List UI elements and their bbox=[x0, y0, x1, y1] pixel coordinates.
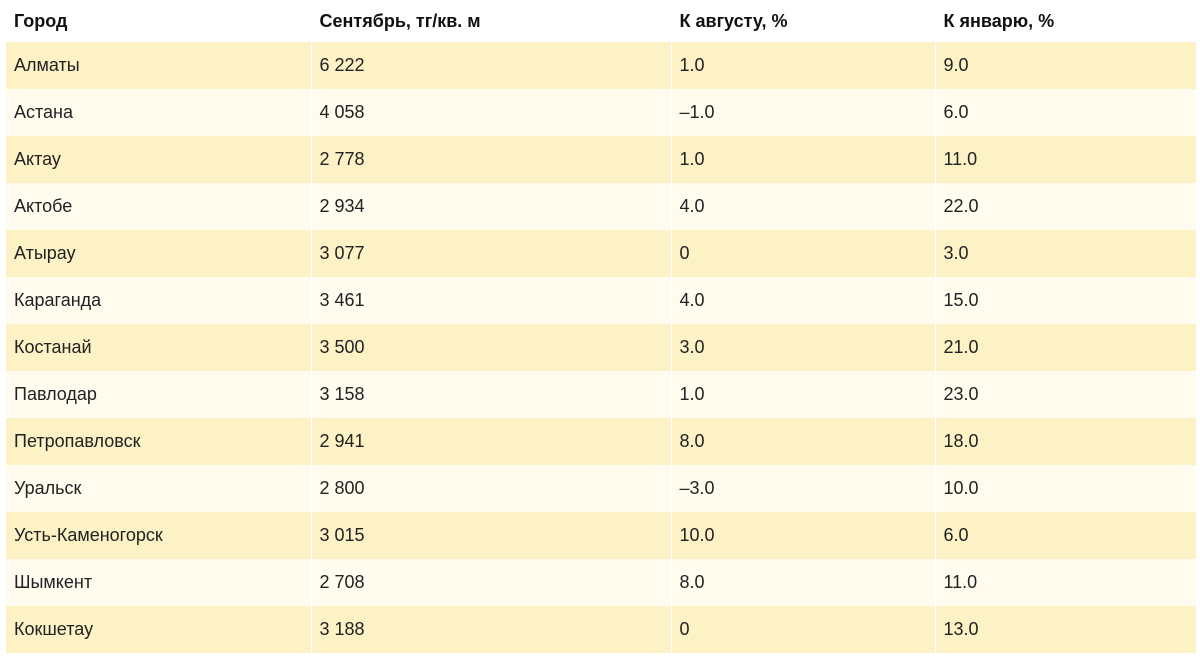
cell-to-august: 4.0 bbox=[671, 183, 936, 230]
table-row: Кокшетау 3 188 0 13.0 bbox=[6, 606, 1197, 653]
cell-to-august: 1.0 bbox=[671, 136, 936, 183]
cell-to-august: 0 bbox=[671, 230, 936, 277]
cell-city: Павлодар bbox=[6, 371, 312, 418]
cell-price: 6 222 bbox=[311, 42, 672, 89]
cell-to-august: –3.0 bbox=[671, 465, 936, 512]
table-row: Петропавловск 2 941 8.0 18.0 bbox=[6, 418, 1197, 465]
cell-price: 3 500 bbox=[311, 324, 672, 371]
cell-to-august: 10.0 bbox=[671, 512, 936, 559]
cell-to-january: 6.0 bbox=[935, 89, 1197, 136]
cell-price: 3 077 bbox=[311, 230, 672, 277]
cell-to-august: 1.0 bbox=[671, 42, 936, 89]
cell-to-august: 3.0 bbox=[671, 324, 936, 371]
cell-to-august: 8.0 bbox=[671, 418, 936, 465]
cell-to-january: 21.0 bbox=[935, 324, 1197, 371]
column-header-to-august: К августу, % bbox=[671, 0, 936, 42]
table-row: Атырау 3 077 0 3.0 bbox=[6, 230, 1197, 277]
cell-to-august: 4.0 bbox=[671, 277, 936, 324]
table-row: Уральск 2 800 –3.0 10.0 bbox=[6, 465, 1197, 512]
cell-city: Уральск bbox=[6, 465, 312, 512]
column-header-city: Город bbox=[6, 0, 312, 42]
cell-price: 2 708 bbox=[311, 559, 672, 606]
cell-to-january: 11.0 bbox=[935, 136, 1197, 183]
cell-city: Актобе bbox=[6, 183, 312, 230]
header-row: Город Сентябрь, тг/кв. м К августу, % К … bbox=[6, 0, 1197, 42]
cell-to-january: 13.0 bbox=[935, 606, 1197, 653]
cell-to-january: 23.0 bbox=[935, 371, 1197, 418]
column-header-to-january: К январю, % bbox=[935, 0, 1197, 42]
cell-to-january: 3.0 bbox=[935, 230, 1197, 277]
cell-price: 2 800 bbox=[311, 465, 672, 512]
table-row: Шымкент 2 708 8.0 11.0 bbox=[6, 559, 1197, 606]
cell-city: Атырау bbox=[6, 230, 312, 277]
cell-to-august: 8.0 bbox=[671, 559, 936, 606]
cell-city: Шымкент bbox=[6, 559, 312, 606]
cell-city: Астана bbox=[6, 89, 312, 136]
cell-price: 2 941 bbox=[311, 418, 672, 465]
cell-to-january: 15.0 bbox=[935, 277, 1197, 324]
cell-price: 3 461 bbox=[311, 277, 672, 324]
cell-to-august: 1.0 bbox=[671, 371, 936, 418]
table-row: Усть-Каменогорск 3 015 10.0 6.0 bbox=[6, 512, 1197, 559]
cell-to-january: 22.0 bbox=[935, 183, 1197, 230]
cell-to-january: 6.0 bbox=[935, 512, 1197, 559]
cell-price: 2 934 bbox=[311, 183, 672, 230]
cell-price: 3 015 bbox=[311, 512, 672, 559]
cell-city: Костанай bbox=[6, 324, 312, 371]
cell-to-january: 9.0 bbox=[935, 42, 1197, 89]
table-row: Актау 2 778 1.0 11.0 bbox=[6, 136, 1197, 183]
cell-to-january: 11.0 bbox=[935, 559, 1197, 606]
cell-price: 3 188 bbox=[311, 606, 672, 653]
cell-to-august: 0 bbox=[671, 606, 936, 653]
table-row: Костанай 3 500 3.0 21.0 bbox=[6, 324, 1197, 371]
cell-city: Актау bbox=[6, 136, 312, 183]
table-row: Павлодар 3 158 1.0 23.0 bbox=[6, 371, 1197, 418]
column-header-september-price: Сентябрь, тг/кв. м bbox=[311, 0, 672, 42]
cell-to-january: 18.0 bbox=[935, 418, 1197, 465]
table-row: Алматы 6 222 1.0 9.0 bbox=[6, 42, 1197, 89]
cell-price: 3 158 bbox=[311, 371, 672, 418]
cell-to-january: 10.0 bbox=[935, 465, 1197, 512]
cell-city: Алматы bbox=[6, 42, 312, 89]
cell-city: Караганда bbox=[6, 277, 312, 324]
table-row: Актобе 2 934 4.0 22.0 bbox=[6, 183, 1197, 230]
table-row: Караганда 3 461 4.0 15.0 bbox=[6, 277, 1197, 324]
cell-to-august: –1.0 bbox=[671, 89, 936, 136]
cell-price: 4 058 bbox=[311, 89, 672, 136]
cell-price: 2 778 bbox=[311, 136, 672, 183]
price-table: Город Сентябрь, тг/кв. м К августу, % К … bbox=[6, 0, 1197, 653]
cell-city: Кокшетау bbox=[6, 606, 312, 653]
cell-city: Усть-Каменогорск bbox=[6, 512, 312, 559]
table-row: Астана 4 058 –1.0 6.0 bbox=[6, 89, 1197, 136]
cell-city: Петропавловск bbox=[6, 418, 312, 465]
